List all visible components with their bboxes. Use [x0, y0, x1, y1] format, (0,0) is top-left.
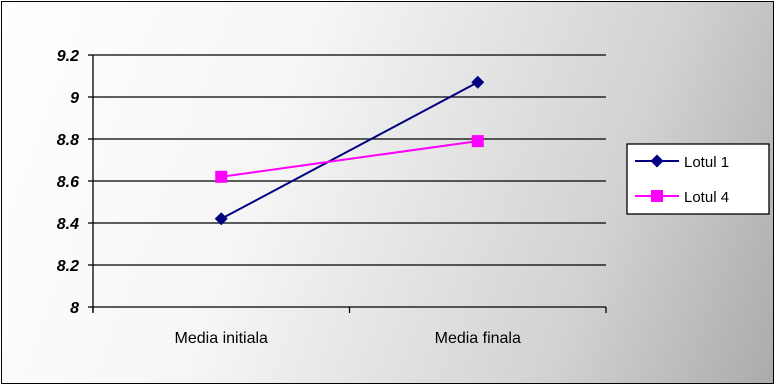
y-tick-label: 9.2: [57, 48, 79, 65]
series-1: [214, 75, 485, 226]
y-tick-label: 8.8: [57, 132, 79, 149]
legend-marker: [650, 154, 664, 168]
y-tick-label: 8.6: [57, 174, 79, 191]
legend-box: [626, 143, 770, 215]
data-point: [471, 135, 484, 148]
data-point: [215, 170, 228, 183]
x-tick-label: Media initiala: [175, 330, 268, 347]
y-tick-label: 8.2: [57, 258, 79, 275]
data-point: [471, 75, 485, 89]
series-line: [221, 140, 478, 178]
legend: Lotul 1 Lotul 4: [626, 143, 770, 215]
axes: [88, 54, 607, 313]
y-tick-label: 9: [70, 90, 79, 107]
series-2: [215, 135, 484, 183]
x-tick-labels: Media initiala Media finala: [175, 330, 521, 347]
data-point: [214, 212, 228, 226]
x-tick-label: Media finala: [435, 330, 521, 347]
legend-label: Lotul 4: [684, 189, 729, 206]
y-tick-labels: 8 8.2 8.4 8.6 8.8 9 9.2: [57, 48, 79, 317]
y-tick-label: 8: [70, 300, 79, 317]
series-group: [214, 75, 485, 226]
legend-label: Lotul 1: [684, 154, 729, 171]
gridlines: [93, 54, 606, 266]
series-line: [220, 81, 479, 220]
legend-marker: [651, 190, 663, 202]
y-tick-label: 8.4: [57, 216, 79, 233]
